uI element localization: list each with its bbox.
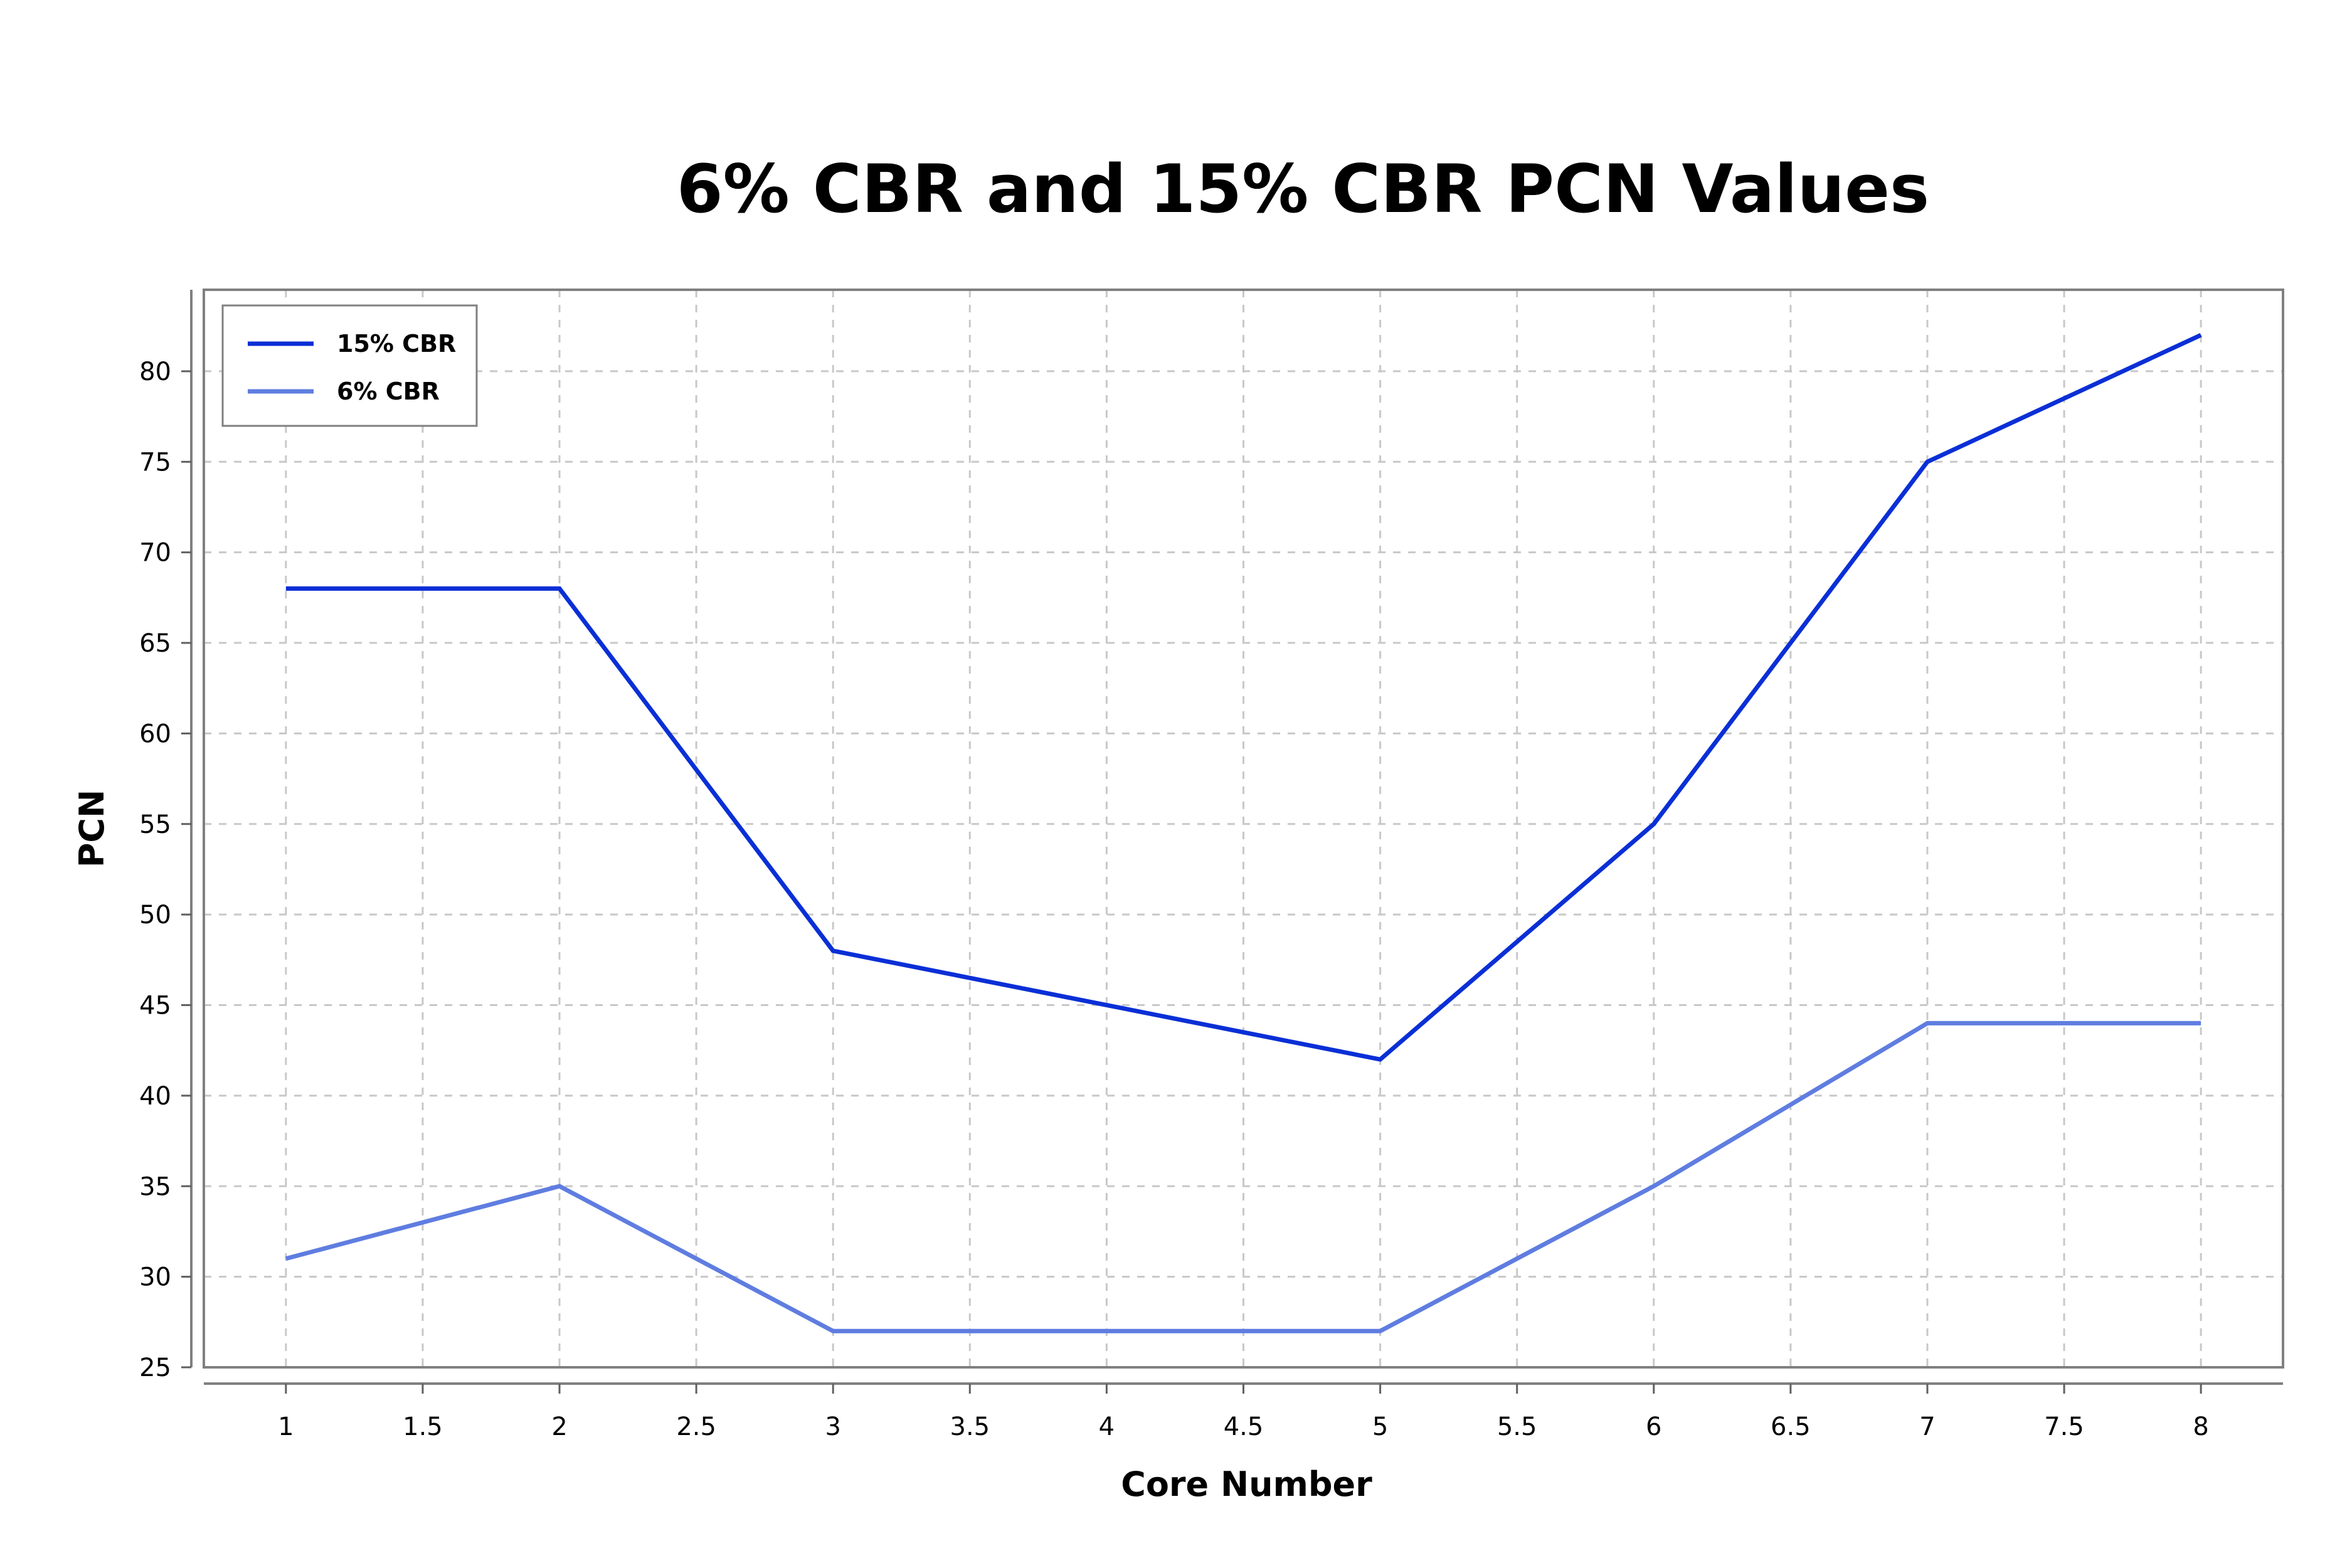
x-tick-label: 1	[278, 1412, 294, 1441]
y-tick-label: 70	[139, 539, 171, 568]
legend: 15% CBR 6% CBR	[221, 304, 478, 427]
x-tick-label: 1.5	[403, 1412, 443, 1441]
legend-label: 15% CBR	[337, 330, 456, 358]
y-tick-label: 50	[139, 901, 171, 930]
x-tick-label: 2	[551, 1412, 567, 1441]
y-axis-title: PCN	[72, 790, 112, 867]
x-tick-label: 2.5	[676, 1412, 716, 1441]
legend-items: 15% CBR 6% CBR	[248, 330, 456, 405]
legend-box	[221, 304, 478, 427]
y-tick-label: 80	[139, 358, 171, 386]
y-tick-label: 75	[139, 448, 171, 477]
y-tick-label: 55	[139, 810, 171, 839]
series-group	[285, 333, 2202, 1333]
y-tick-label: 30	[139, 1263, 171, 1292]
x-tick-label: 8	[2193, 1412, 2208, 1441]
x-tick-label: 7.5	[2044, 1412, 2084, 1441]
series-line-15-cbr	[285, 333, 2202, 1062]
chart-title: 6% CBR and 15% CBR PCN Values	[677, 151, 1929, 228]
x-tick-label: 4	[1099, 1412, 1115, 1441]
series-line-6-cbr	[285, 1020, 2201, 1333]
legend-label: 6% CBR	[337, 378, 440, 405]
x-axis-title: Core Number	[1121, 1465, 1372, 1504]
y-axis-ticks: 25 30 35 40 45 50 55 60 65 70 75 80	[139, 358, 191, 1382]
x-tick-label: 6	[1646, 1412, 1661, 1441]
plot-area-frame	[203, 289, 2284, 1369]
x-tick-label: 7	[1919, 1412, 1935, 1441]
y-tick-label: 60	[139, 719, 171, 748]
x-tick-label: 5.5	[1497, 1412, 1537, 1441]
x-tick-label: 6.5	[1771, 1412, 1811, 1441]
x-tick-label: 3	[825, 1412, 840, 1441]
y-tick-label: 35	[139, 1172, 171, 1201]
x-tick-label: 5	[1372, 1412, 1388, 1441]
y-tick-label: 45	[139, 992, 171, 1020]
y-tick-label: 65	[139, 629, 171, 658]
y-tick-label: 25	[139, 1353, 171, 1382]
x-axis-ticks: 1 1.5 2 2.5 3 3.5 4 4.5 5 5.5 6 6.5 7 7.5 8	[278, 1384, 2209, 1441]
x-tick-label: 3.5	[950, 1412, 990, 1441]
y-tick-label: 40	[139, 1082, 171, 1111]
grid	[204, 290, 2283, 1369]
x-tick-label: 4.5	[1224, 1412, 1264, 1441]
